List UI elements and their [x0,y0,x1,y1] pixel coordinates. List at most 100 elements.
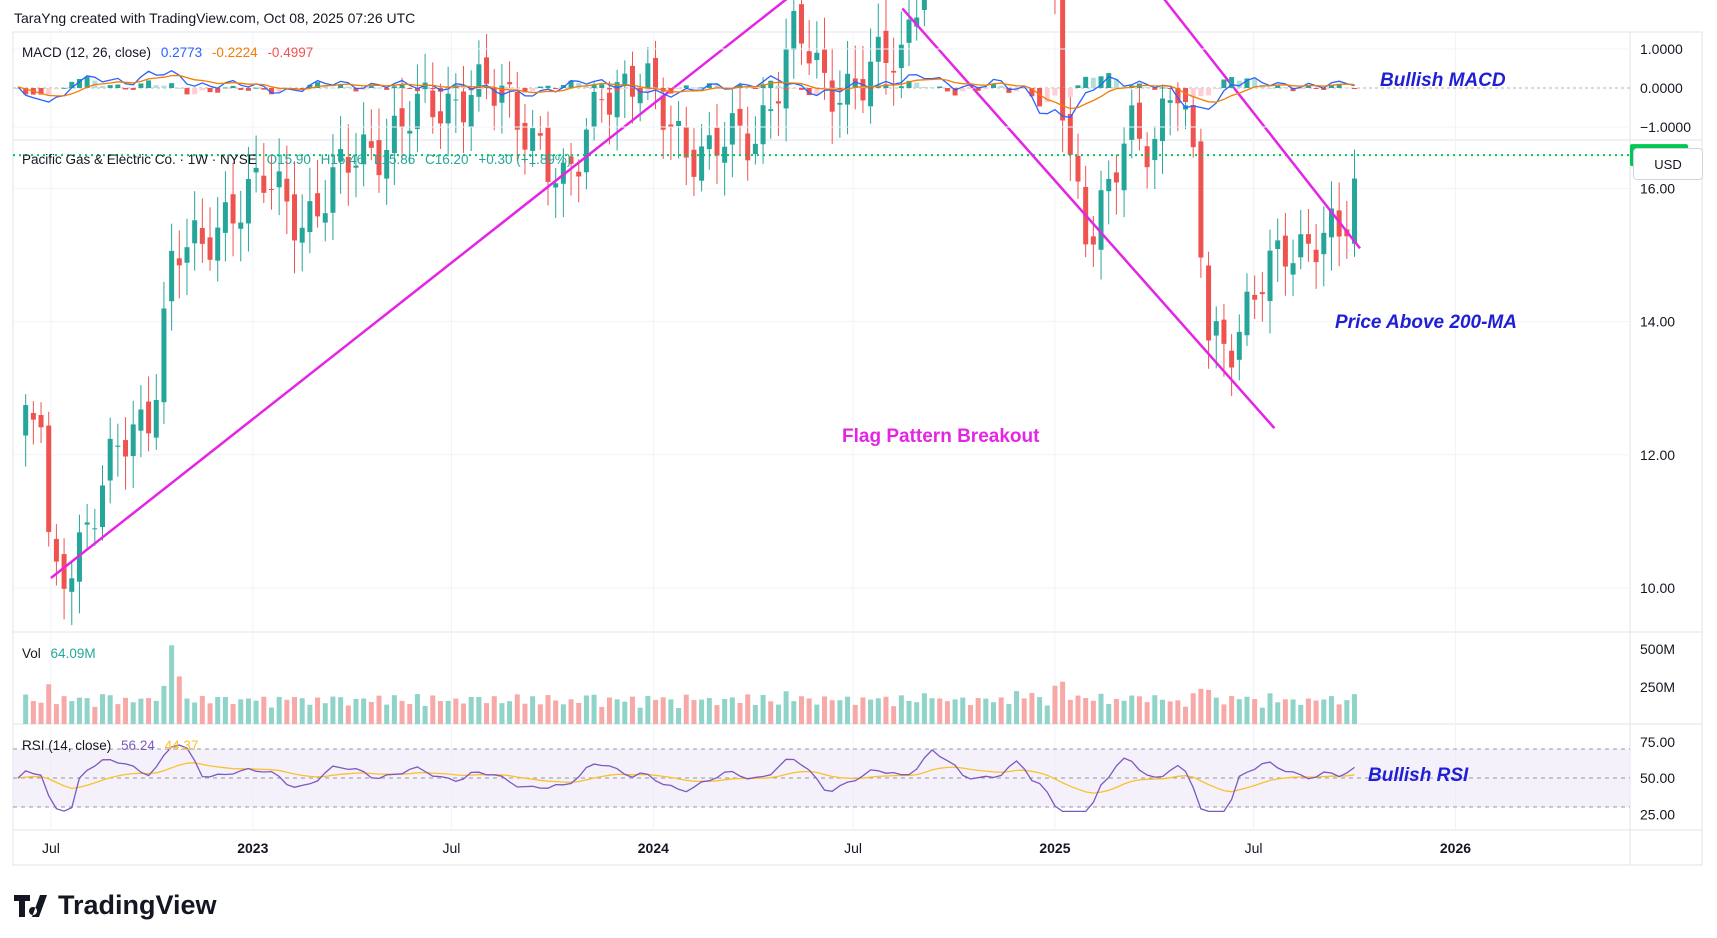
volume-bar [345,705,351,724]
candle-body [199,228,205,244]
volume-bar [875,698,881,724]
macd-histogram-bar [1352,88,1358,90]
volume-bar [668,699,674,724]
volume-bar [1275,702,1281,724]
macd-tick-label: 0.0000 [1640,80,1683,96]
macd-histogram-bar [645,88,651,93]
candle-body [130,424,136,457]
candle-body [775,101,781,104]
macd-histogram-bar [1021,88,1027,89]
macd-histogram-bar [422,87,428,89]
volume-bar [1044,705,1050,724]
candle-body [514,91,520,130]
candle-body [699,146,705,181]
macd-histogram-bar [921,86,927,88]
macd-legend: MACD (12, 26, close) 0.2773 -0.2224 -0.4… [22,45,313,60]
candle-body [752,143,758,155]
volume-bar [845,696,851,724]
candle-body [891,70,897,73]
candle-body [1190,105,1196,148]
macd-histogram-bar [76,78,82,88]
candle-body [653,57,659,88]
macd-histogram-bar [376,87,382,89]
macd-histogram-bar [15,88,21,89]
macd-histogram-bar [606,88,612,90]
volume-bar [983,698,989,724]
volume-bar [1183,706,1189,724]
macd-histogram-bar [353,88,359,92]
candle-body [238,222,244,229]
candle-body [614,82,620,118]
macd-histogram-bar [61,87,67,89]
volume-bar [1190,693,1196,724]
volume-bar [1098,693,1104,724]
macd-histogram-bar [338,84,344,88]
time-tick-label: 2023 [237,840,268,856]
candle-body [637,88,643,104]
candle-body [153,399,159,438]
volume-bar [622,701,628,724]
macd-histogram-bar [983,88,989,90]
volume-bar [353,698,359,724]
macd-histogram-bar [238,88,244,90]
candle-body [622,73,628,87]
volume-bar [192,702,198,724]
volume-label: Vol [22,646,41,661]
volume-bar [253,700,259,724]
volume-bar [729,697,735,724]
candle-body [146,401,152,434]
candle-body [1267,250,1273,302]
volume-bar [1213,697,1219,724]
volume-bar [407,703,413,724]
volume-bar [391,695,397,724]
candle-body [330,167,336,213]
candle-body [268,188,274,190]
macd-tick-label: 1.0000 [1640,41,1683,57]
macd-histogram-bar [706,83,712,88]
time-tick-label: Jul [844,840,862,856]
volume-bar [591,694,597,724]
rsi-ma-value: 44.37 [164,738,199,753]
volume-bar [898,695,904,724]
macd-histogram-bar [967,88,973,89]
macd-histogram-bar [53,88,59,90]
candle-body [284,178,290,202]
candle-body [1121,143,1127,191]
macd-histogram-bar [38,88,44,95]
macd-histogram-bar [1275,85,1281,88]
volume-bar [338,697,344,724]
macd-histogram-bar [883,84,889,88]
volume-bar [176,676,182,724]
macd-histogram-bar [714,84,720,88]
uptrend-line [50,0,788,579]
candle-body [629,65,635,97]
volume-tick-label: 500M [1640,641,1675,657]
volume-bar [1344,700,1350,724]
volume-bar [806,698,812,724]
macd-histogram-bar [407,88,413,89]
volume-bar [1014,691,1020,724]
candle-body [445,93,451,124]
macd-histogram-bar [1052,88,1058,96]
volume-bar [330,696,336,724]
macd-histogram-bar [1313,88,1319,89]
macd-histogram-bar [245,88,251,91]
macd-histogram-bar [230,85,236,88]
volume-bar [1090,700,1096,724]
macd-histogram-bar [998,85,1004,88]
candle-body [414,93,420,130]
rsi-tick-label: 50.00 [1640,770,1675,786]
volume-bar [115,704,121,724]
currency-button[interactable]: USD [1633,148,1703,180]
tradingview-logo-icon [14,893,52,919]
candle-body [361,134,367,165]
candle-body [729,113,735,145]
macd-histogram-bar [192,88,198,95]
volume-bar [484,703,490,724]
candle-body [176,258,182,266]
volume-bar [1167,701,1173,724]
macd-histogram-bar [184,88,190,95]
volume-bar [1198,688,1204,724]
volume-bar [169,645,175,724]
